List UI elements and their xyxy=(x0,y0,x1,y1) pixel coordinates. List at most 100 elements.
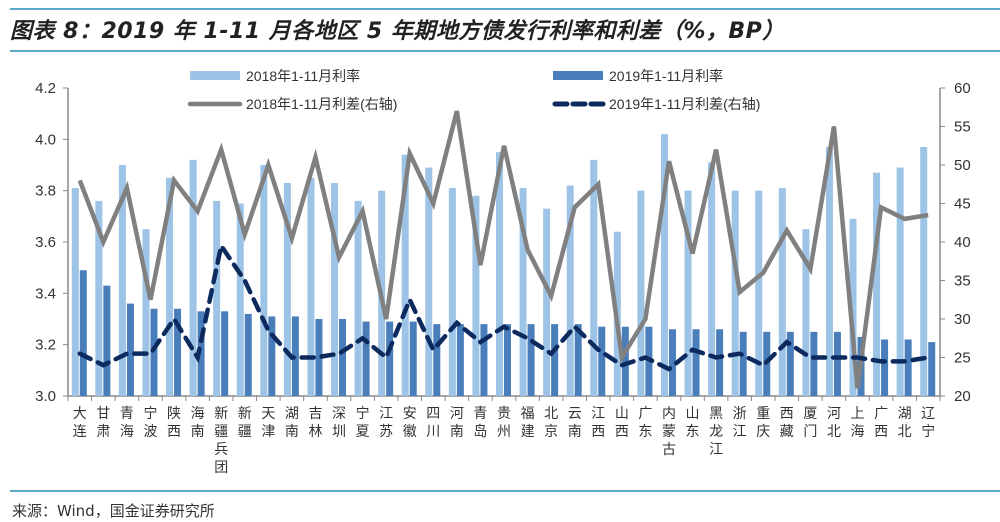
bar-2019 xyxy=(810,331,818,396)
category-label: 苏 xyxy=(379,424,393,440)
category-label: 上 xyxy=(851,406,865,422)
bar-2018 xyxy=(448,188,456,396)
category-label: 北 xyxy=(827,424,841,440)
category-label: 广 xyxy=(874,406,888,422)
category-label: 福 xyxy=(521,406,535,422)
bar-2019 xyxy=(928,342,936,396)
line-2019-spread xyxy=(77,240,931,372)
right-tick-label: 55 xyxy=(954,119,971,136)
bar-2019 xyxy=(716,329,724,396)
category-label: 门 xyxy=(803,424,817,440)
source-note: 来源：Wind，国金证券研究所 xyxy=(12,502,215,520)
category-label: 龙 xyxy=(709,424,723,440)
title-bottom-rule xyxy=(10,50,1000,52)
bar-2019 xyxy=(174,308,182,396)
category-label: 兵 xyxy=(214,442,228,458)
legend-swatch xyxy=(553,71,603,80)
bar-2018 xyxy=(472,195,480,396)
legend-label: 2019年1-11月利率 xyxy=(609,68,723,84)
category-label: 西 xyxy=(591,424,605,440)
category-label: 山 xyxy=(686,406,700,422)
bar-2018 xyxy=(684,190,692,396)
category-label: 陕 xyxy=(167,406,181,422)
bar-2019 xyxy=(668,329,676,396)
category-label: 南 xyxy=(285,424,299,440)
bar-2018 xyxy=(189,159,197,396)
bar-2018 xyxy=(425,167,433,396)
left-tick-label: 3.4 xyxy=(35,285,56,302)
bar-2018 xyxy=(71,188,79,396)
bar-2019 xyxy=(433,324,441,396)
bar-2019 xyxy=(456,324,464,396)
bar-2019 xyxy=(150,308,158,396)
bar-2018 xyxy=(637,190,645,396)
category-label: 圳 xyxy=(332,424,346,440)
category-label: 西 xyxy=(167,424,181,440)
category-label: 西 xyxy=(874,424,888,440)
bar-2019 xyxy=(103,285,111,396)
category-label: 南 xyxy=(191,424,205,440)
category-label: 青 xyxy=(473,406,487,422)
bar-2019 xyxy=(386,321,394,396)
bar-2019 xyxy=(409,321,417,396)
left-tick-label: 3.2 xyxy=(35,337,56,354)
category-label: 疆 xyxy=(214,424,228,440)
category-label: 东 xyxy=(638,424,652,440)
bar-2019 xyxy=(598,326,606,396)
bar-2019 xyxy=(221,311,229,396)
category-label: 江 xyxy=(591,406,605,422)
title-top-rule xyxy=(10,8,1000,10)
legend-label: 2019年1-11月利差(右轴) xyxy=(609,96,760,112)
category-label: 四 xyxy=(426,406,440,422)
category-label: 肃 xyxy=(96,424,110,440)
right-tick-label: 45 xyxy=(954,196,971,213)
bar-2018 xyxy=(778,188,786,396)
left-tick-label: 3.0 xyxy=(35,388,56,405)
bar-2019 xyxy=(79,270,87,396)
category-label: 北 xyxy=(898,424,912,440)
bar-2018 xyxy=(873,172,881,396)
bar-2018 xyxy=(236,203,244,396)
category-label: 南 xyxy=(568,424,582,440)
bar-2018 xyxy=(331,182,339,396)
category-label: 徽 xyxy=(403,424,417,440)
bar-2019 xyxy=(480,324,488,396)
category-label: 京 xyxy=(544,424,558,440)
bar-2018 xyxy=(213,200,221,396)
bar-2018 xyxy=(142,229,150,396)
category-label: 蒙 xyxy=(662,424,676,440)
category-label: 团 xyxy=(214,460,228,476)
category-label: 江 xyxy=(733,424,747,440)
bar-2018 xyxy=(118,165,126,396)
category-label: 黑 xyxy=(709,406,723,422)
bar-2018 xyxy=(708,162,716,396)
right-tick-label: 60 xyxy=(954,80,971,97)
bar-2018 xyxy=(543,208,551,396)
bar-2018 xyxy=(920,147,928,396)
category-label: 浙 xyxy=(733,406,747,422)
category-label: 州 xyxy=(497,424,511,440)
bar-2019 xyxy=(692,329,700,396)
bar-2019 xyxy=(197,311,205,396)
category-label: 东 xyxy=(686,424,700,440)
left-tick-label: 3.8 xyxy=(35,183,56,200)
bar-2019 xyxy=(339,319,347,396)
category-label: 青 xyxy=(120,406,134,422)
category-label: 安 xyxy=(403,406,417,422)
category-label: 北 xyxy=(544,406,558,422)
right-tick-label: 30 xyxy=(954,311,971,328)
category-label: 岛 xyxy=(473,424,487,440)
legend-swatch xyxy=(190,71,240,80)
left-tick-label: 3.6 xyxy=(35,234,56,251)
bar-2018 xyxy=(260,165,268,396)
category-label: 海 xyxy=(191,406,205,422)
category-label: 厦 xyxy=(803,406,817,422)
category-label: 内 xyxy=(662,406,676,422)
bar-2019 xyxy=(551,324,559,396)
category-label: 新 xyxy=(238,406,252,422)
category-label: 西 xyxy=(615,424,629,440)
source-top-rule xyxy=(10,490,1000,492)
bar-2019 xyxy=(268,316,276,396)
category-label: 重 xyxy=(756,406,770,422)
